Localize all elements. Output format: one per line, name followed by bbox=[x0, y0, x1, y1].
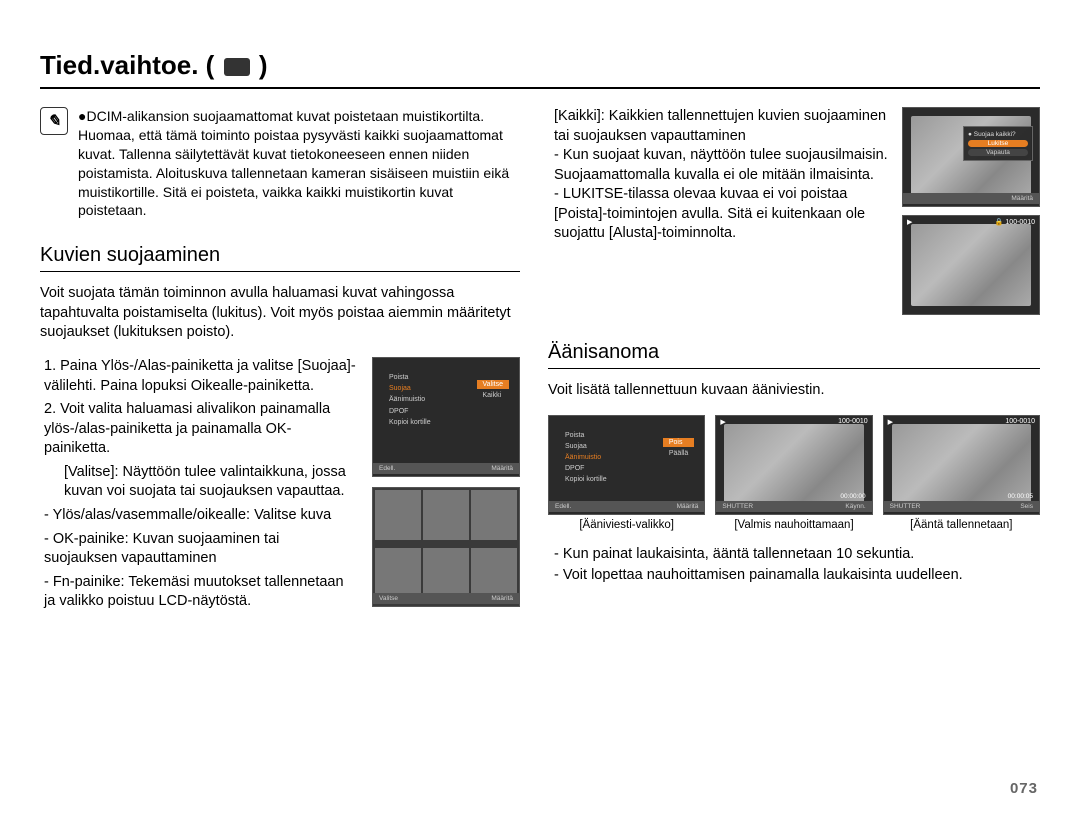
voice-heading: Äänisanoma bbox=[548, 341, 1040, 369]
foot-left: Edell. bbox=[555, 503, 571, 510]
counter: 100-0010 bbox=[1005, 418, 1035, 426]
menu-item: Suojaa bbox=[565, 441, 607, 452]
dialog-title: ● Suojaa kaikki? bbox=[968, 131, 1028, 138]
foot-left: Valitse bbox=[379, 595, 398, 602]
submenu-item: Valitse bbox=[477, 380, 510, 389]
caption-1: [Ääniviesti-valikko] bbox=[548, 519, 705, 531]
shutter-label: Käynn. bbox=[845, 503, 865, 510]
info-note: ✎ ●DCIM-alikansion suojaamattomat kuvat … bbox=[40, 107, 520, 220]
menu-item: Poista bbox=[565, 430, 607, 441]
title-suffix: ) bbox=[259, 50, 268, 80]
protect-intro: Voit suojata tämän toiminnon avulla halu… bbox=[40, 284, 520, 343]
opt-dir: - Ylös/alas/vasemmalle/oikealle: Valitse… bbox=[44, 506, 356, 526]
dialog-opt2: Vapauta bbox=[968, 149, 1028, 156]
menu-item: Suojaa bbox=[389, 383, 431, 394]
menu-item: DPOF bbox=[389, 406, 431, 417]
opt-select: [Valitse]: Näyttöön tulee valintaikkuna,… bbox=[64, 463, 356, 502]
foot-left: Edell. bbox=[379, 465, 395, 472]
menu-item: Kopioi kortille bbox=[389, 417, 431, 428]
time: 00:00:05 bbox=[1008, 493, 1033, 500]
protect-all-dialog-screenshot: ● Suojaa kaikki? Lukitse Vapauta Määritä bbox=[902, 107, 1040, 207]
submenu-item: Pois bbox=[663, 438, 694, 447]
counter: 100-0010 bbox=[1005, 219, 1035, 226]
voice-ready-screenshot: ▶100-0010 00:00:00 SHUTTERKäynn. bbox=[715, 415, 872, 515]
right-l1: - Kun suojaat kuvan, näyttöön tulee suoj… bbox=[554, 146, 888, 185]
protect-menu-screenshot: Poista Suojaa Äänimuistio DPOF Kopioi ko… bbox=[372, 357, 520, 477]
page-number: 073 bbox=[1010, 780, 1038, 797]
menu-item: Poista bbox=[389, 372, 431, 383]
voice-recording-screenshot: ▶100-0010 00:00:05 SHUTTERSeis bbox=[883, 415, 1040, 515]
title-prefix: Tied.vaihtoe. ( bbox=[40, 50, 214, 80]
voice-b1: - Kun painat laukaisinta, ääntä tallenne… bbox=[554, 545, 1040, 565]
step-2: 2. Voit valita haluamasi alivalikon pain… bbox=[44, 400, 356, 459]
thumbnail-grid-screenshot: Valitse Määritä bbox=[372, 487, 520, 607]
dialog-opt1: Lukitse bbox=[968, 140, 1028, 147]
foot-right: Määritä bbox=[491, 595, 513, 602]
opt-fn: - Fn-painike: Tekemäsi muutokset tallenn… bbox=[44, 573, 356, 612]
menu-item: Äänimuistio bbox=[389, 394, 431, 405]
menu-item: DPOF bbox=[565, 463, 607, 474]
voice-intro: Voit lisätä tallennettuun kuvaan äänivie… bbox=[548, 381, 1040, 401]
right-l2: - LUKITSE-tilassa olevaa kuvaa ei voi po… bbox=[554, 185, 888, 244]
step-1: 1. Paina Ylös-/Alas-painiketta ja valits… bbox=[44, 357, 356, 396]
shutter-label: Seis bbox=[1020, 503, 1033, 510]
dialog-foot: Määritä bbox=[1011, 195, 1033, 202]
voice-b2: - Voit lopettaa nauhoittamisen painamall… bbox=[554, 566, 1040, 586]
caption-2: [Valmis nauhoittamaan] bbox=[715, 519, 872, 531]
foot-right: Määritä bbox=[677, 503, 699, 510]
foot-right: Määritä bbox=[491, 465, 513, 472]
opt-ok: - OK-painike: Kuvan suojaaminen tai suoj… bbox=[44, 530, 356, 569]
submenu-item: Kaikki bbox=[477, 391, 510, 400]
protected-image-screenshot: ▶ 🔒 100-0010 bbox=[902, 215, 1040, 315]
caption-3: [Ääntä tallennetaan] bbox=[883, 519, 1040, 531]
submenu-item: Päällä bbox=[663, 449, 694, 458]
voice-menu-screenshot: Poista Suojaa Äänimuistio DPOF Kopioi ko… bbox=[548, 415, 705, 515]
note-text: DCIM-alikansion suojaamattomat kuvat poi… bbox=[78, 108, 509, 218]
menu-item: Äänimuistio bbox=[565, 452, 607, 463]
counter: 100-0010 bbox=[838, 418, 868, 426]
note-icon: ✎ bbox=[40, 107, 68, 135]
protect-heading: Kuvien suojaaminen bbox=[40, 244, 520, 272]
title-icon bbox=[224, 58, 250, 76]
kaikki-text: [Kaikki]: Kaikkien tallennettujen kuvien… bbox=[554, 107, 888, 146]
page-title: Tied.vaihtoe. ( ) bbox=[40, 50, 1040, 89]
menu-item: Kopioi kortille bbox=[565, 474, 607, 485]
play-icon: ▶ bbox=[907, 218, 912, 226]
lock-icon: 🔒 bbox=[995, 219, 1004, 226]
time: 00:00:00 bbox=[840, 493, 865, 500]
